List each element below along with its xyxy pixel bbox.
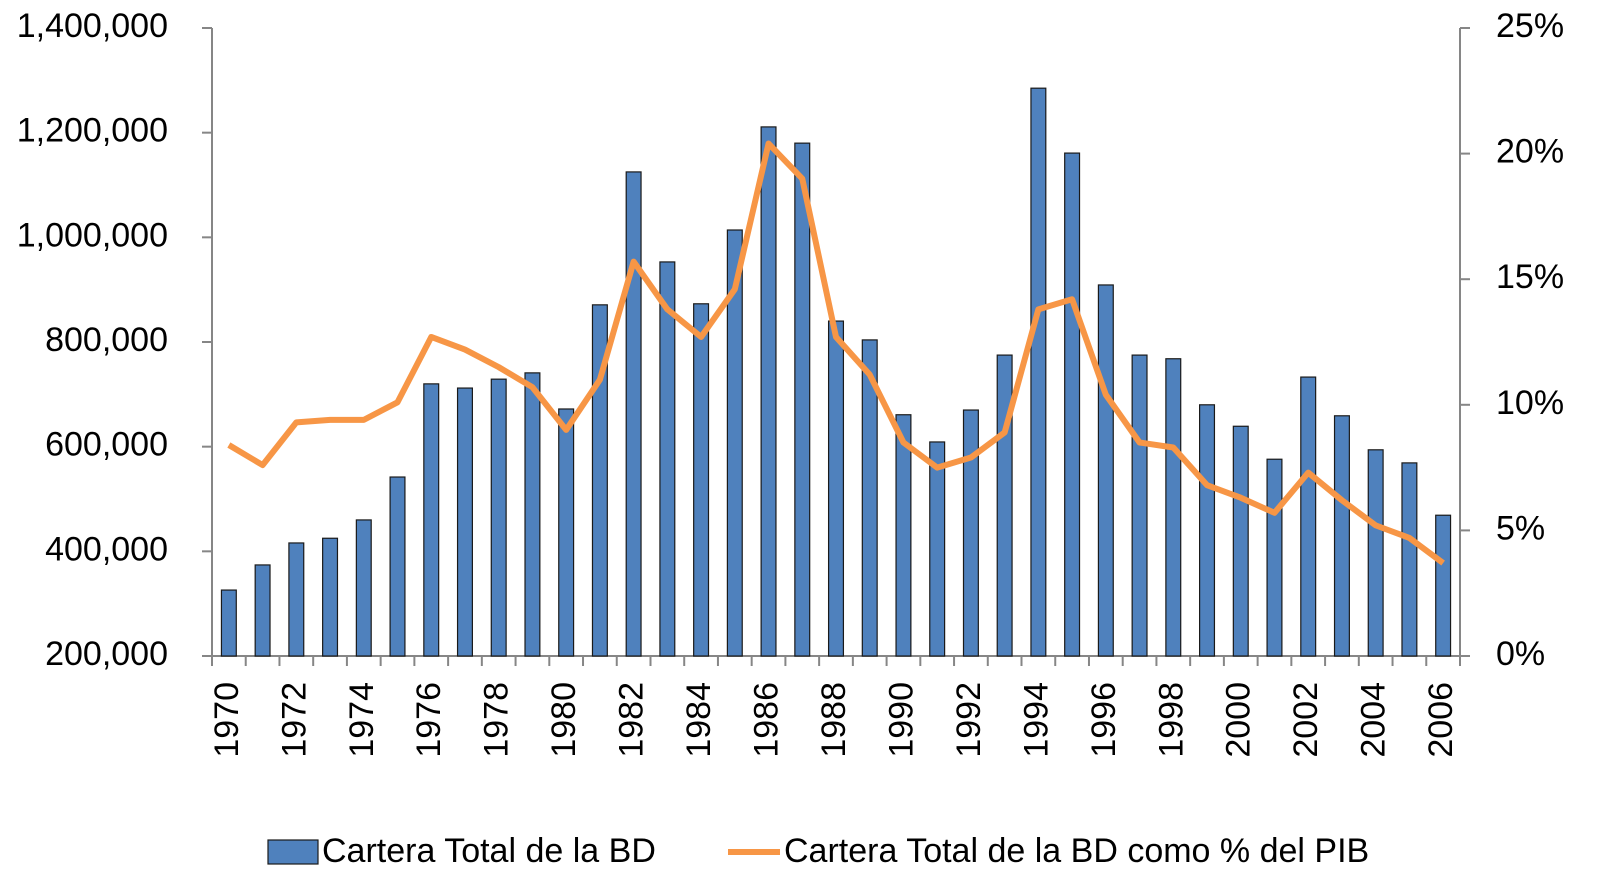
bar xyxy=(1300,376,1317,657)
bar xyxy=(861,339,878,657)
bar xyxy=(1165,358,1182,657)
legend-swatch xyxy=(267,839,319,865)
bar xyxy=(1232,425,1249,657)
y-tick-label: 600,000 xyxy=(45,426,168,464)
bar xyxy=(524,372,541,657)
bar xyxy=(827,320,845,657)
x-tick-label: 1990 xyxy=(882,682,920,758)
y-tick-label: 200,000 xyxy=(45,635,168,673)
x-tick-label: 2002 xyxy=(1287,682,1325,758)
x-tick-label: 1970 xyxy=(208,682,246,758)
line xyxy=(227,140,1445,566)
bar xyxy=(693,303,710,657)
y2-tick-label: 20% xyxy=(1496,133,1564,171)
bar xyxy=(355,519,372,657)
y2-tick-label: 5% xyxy=(1496,509,1545,547)
bar xyxy=(490,378,507,657)
bar xyxy=(288,542,305,657)
y-tick-label: 1,400,000 xyxy=(17,7,168,45)
bar xyxy=(625,171,642,657)
x-tick-label: 1994 xyxy=(1017,682,1055,758)
bar xyxy=(220,589,237,657)
bar xyxy=(794,142,811,657)
x-tick-label: 1996 xyxy=(1085,682,1123,758)
y2-tick-label: 15% xyxy=(1496,258,1564,296)
bar xyxy=(659,261,676,657)
y-tick-label: 1,000,000 xyxy=(17,216,168,254)
bar xyxy=(1097,284,1114,657)
bar xyxy=(254,564,271,657)
bar xyxy=(1030,87,1047,657)
bar xyxy=(1401,462,1418,657)
bar xyxy=(726,229,743,657)
x-tick-label: 1988 xyxy=(815,682,853,758)
x-tick-label: 2004 xyxy=(1355,682,1393,758)
bar xyxy=(456,387,473,657)
y-tick-label: 400,000 xyxy=(45,530,168,568)
bar xyxy=(895,414,912,657)
bar xyxy=(1064,152,1081,657)
bar xyxy=(389,476,406,657)
bar xyxy=(591,304,608,657)
x-tick-label: 2006 xyxy=(1422,682,1460,758)
x-tick-label: 1972 xyxy=(275,682,313,758)
bar xyxy=(1266,458,1283,657)
x-tick-label: 1980 xyxy=(545,682,583,758)
y2-tick-label: 0% xyxy=(1496,635,1545,673)
x-tick-label: 1998 xyxy=(1152,682,1190,758)
bar xyxy=(760,126,777,657)
bar xyxy=(1435,514,1452,657)
bar xyxy=(1333,415,1350,657)
y-tick-label: 800,000 xyxy=(45,321,168,359)
x-tick-label: 1982 xyxy=(613,682,651,758)
bar xyxy=(1367,449,1384,657)
x-tick-label: 1976 xyxy=(410,682,448,758)
y2-tick-label: 10% xyxy=(1496,384,1564,422)
bar xyxy=(322,537,339,657)
legend-label: Cartera Total de la BD como % del PIB xyxy=(784,832,1369,870)
bar xyxy=(1131,354,1148,657)
bar xyxy=(962,409,979,657)
x-tick-label: 1986 xyxy=(748,682,786,758)
bar xyxy=(929,441,946,657)
bar xyxy=(558,408,575,657)
bar xyxy=(1199,404,1216,657)
x-tick-label: 1984 xyxy=(680,682,718,758)
bar xyxy=(996,354,1013,657)
bar xyxy=(423,383,440,657)
x-tick-label: 1978 xyxy=(478,682,516,758)
x-tick-label: 1974 xyxy=(343,682,381,758)
y2-tick-label: 25% xyxy=(1496,7,1564,45)
x-tick-label: 2000 xyxy=(1220,682,1258,758)
y-tick-label: 1,200,000 xyxy=(17,112,168,150)
x-tick-label: 1992 xyxy=(950,682,988,758)
legend-label: Cartera Total de la BD xyxy=(322,832,656,870)
